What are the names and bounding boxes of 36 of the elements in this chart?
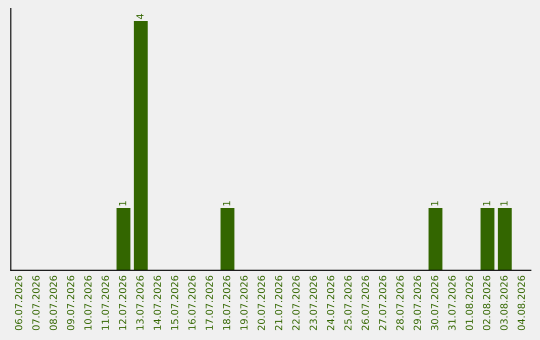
x-tick-label: 02.08.2026 (482, 276, 490, 330)
x-tick-label: 10.07.2026 (84, 276, 92, 330)
x-tick-label: 07.07.2026 (32, 276, 40, 330)
x-tick-label: 06.07.2026 (14, 276, 22, 330)
data-label: 1 (223, 201, 230, 206)
x-tick-label: 25.07.2026 (344, 276, 352, 330)
x-tick-label: 14.07.2026 (154, 276, 161, 330)
data-label: 1 (500, 201, 508, 206)
data-label: 4 (136, 14, 144, 20)
x-tick-label: 08.07.2026 (50, 276, 57, 330)
x-tick-label: 11.07.2026 (102, 276, 109, 330)
x-tick-label: 30.07.2026 (430, 276, 438, 330)
x-tick-label: 03.08.2026 (500, 276, 508, 330)
x-tick-label: 20.07.2026 (258, 276, 265, 330)
x-tick-label: 04.08.2026 (518, 276, 525, 330)
data-label: 1 (483, 201, 490, 206)
x-tick-label: 27.07.2026 (378, 276, 386, 330)
data-label: 1 (431, 201, 438, 206)
x-tick-label: 12.07.2026 (118, 276, 126, 330)
x-tick-label: 17.07.2026 (206, 276, 213, 330)
x-tick-label: 15.07.2026 (170, 276, 178, 330)
x-tick-label: 22.07.2026 (292, 276, 300, 330)
x-tick-label: 23.07.2026 (310, 276, 317, 330)
x-tick-label: 09.07.2026 (66, 276, 74, 330)
x-tick-label: 18.07.2026 (222, 276, 230, 330)
x-tick-label: 24.07.2026 (326, 276, 334, 330)
x-tick-label: 16.07.2026 (188, 276, 196, 330)
x-tick-label: 26.07.2026 (362, 276, 369, 330)
x-tick-label: 31.07.2026 (448, 276, 456, 330)
x-tick-label: 19.07.2026 (240, 276, 248, 330)
x-tick-label: 13.07.2026 (136, 276, 144, 330)
x-tick-label: 28.07.2026 (396, 276, 404, 330)
x-tick-label: 01.08.2026 (466, 276, 473, 330)
x-tick-label: 21.07.2026 (274, 276, 282, 330)
data-label: 1 (119, 201, 126, 206)
x-tick-label: 29.07.2026 (414, 276, 421, 330)
